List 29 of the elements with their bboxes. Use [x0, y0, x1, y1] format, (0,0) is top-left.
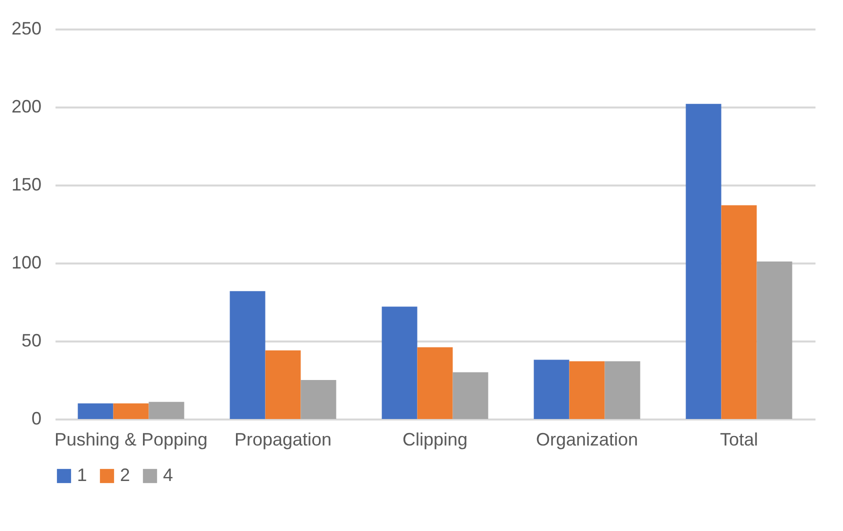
- x-tick-label: Propagation: [234, 430, 332, 450]
- y-tick-label: 0: [31, 408, 42, 428]
- x-tick-label: Pushing & Popping: [54, 430, 208, 450]
- bar: [721, 205, 757, 419]
- y-tick-label: 150: [11, 174, 42, 194]
- bar: [686, 104, 722, 419]
- bar: [382, 306, 418, 419]
- bar: [756, 261, 792, 419]
- y-tick-label: 200: [11, 96, 42, 116]
- bar: [452, 372, 488, 419]
- bar: [113, 403, 149, 419]
- bar: [148, 402, 184, 419]
- bar: [78, 403, 114, 419]
- bar: [534, 360, 570, 419]
- y-tick-label: 50: [21, 330, 42, 350]
- x-tick-label: Total: [720, 430, 758, 450]
- bar: [569, 361, 605, 419]
- bar: [265, 350, 301, 419]
- x-tick-label: Organization: [536, 430, 638, 450]
- legend-label: 1: [77, 465, 88, 485]
- x-tick-label: Clipping: [402, 430, 468, 450]
- y-tick-label: 100: [11, 252, 42, 272]
- y-tick-label: 250: [11, 18, 42, 38]
- bar: [230, 291, 266, 419]
- legend-label: 2: [120, 465, 130, 485]
- legend-label: 4: [163, 465, 174, 485]
- bar: [417, 347, 453, 419]
- bar: [604, 361, 640, 419]
- bar: [300, 380, 336, 419]
